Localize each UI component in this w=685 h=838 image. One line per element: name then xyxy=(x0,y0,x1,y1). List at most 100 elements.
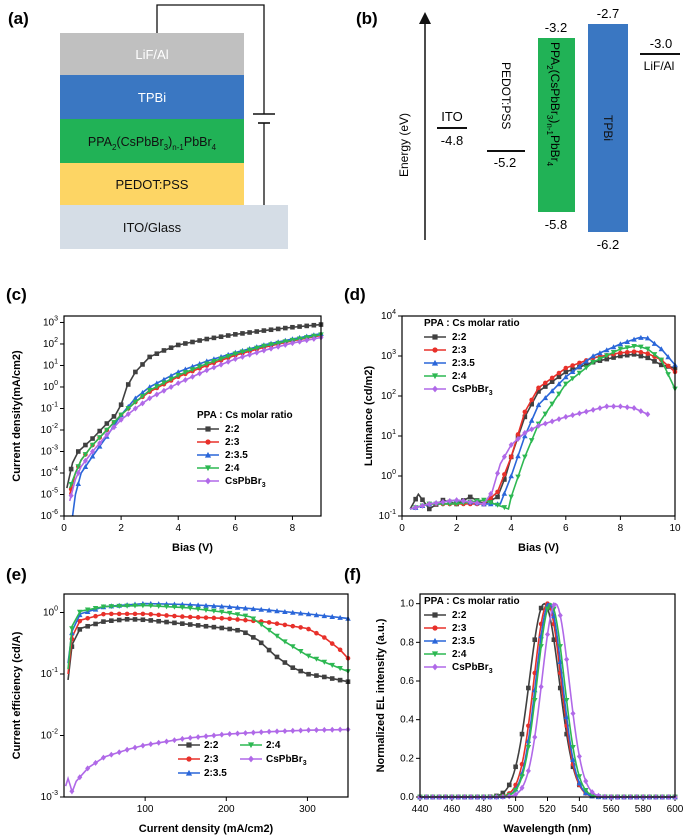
data-point xyxy=(282,639,288,645)
panel-d-label: (d) xyxy=(344,285,366,304)
data-point xyxy=(240,331,245,336)
data-point xyxy=(624,404,630,411)
data-point xyxy=(219,615,225,621)
legend-marker xyxy=(432,612,438,618)
data-point xyxy=(638,408,644,415)
y-tick-label: 100 xyxy=(381,469,396,482)
data-point xyxy=(179,605,186,611)
data-point xyxy=(116,749,122,756)
data-point xyxy=(180,621,185,626)
data-point xyxy=(132,611,138,617)
panel-c-label: (c) xyxy=(6,285,27,304)
data-point xyxy=(104,427,110,433)
legend-label: 2:4 xyxy=(452,371,467,382)
data-point xyxy=(631,336,637,342)
data-point xyxy=(124,603,130,609)
x-tick-label: 8 xyxy=(290,523,296,534)
data-point xyxy=(576,774,583,780)
data-point xyxy=(161,387,167,394)
data-point xyxy=(227,731,233,737)
legend-label: CsPbBr3 xyxy=(225,476,266,489)
data-point xyxy=(75,470,81,476)
y-tick-label: 10-3 xyxy=(41,444,58,457)
data-point xyxy=(322,635,327,640)
data-point xyxy=(139,389,146,395)
data-point xyxy=(68,466,74,472)
legend-label: 2:2 xyxy=(452,610,467,621)
legend-title: PPA : Cs molar ratio xyxy=(424,318,520,329)
legend-item-2-2: 2:2 xyxy=(178,740,219,751)
x-tick-label: 560 xyxy=(603,804,620,815)
data-point xyxy=(261,343,267,349)
data-point xyxy=(182,370,189,376)
data-point xyxy=(467,494,473,500)
data-point xyxy=(419,502,426,509)
data-point xyxy=(549,388,555,394)
data-point xyxy=(529,401,534,407)
data-point xyxy=(481,500,487,507)
data-point xyxy=(289,340,295,347)
legend-label: CsPbBr3 xyxy=(452,384,493,397)
y-axis-label: Current density(mA/cm2) xyxy=(11,350,23,482)
legend-item-2-4: 2:4 xyxy=(240,740,281,751)
data-point xyxy=(77,774,83,781)
legend-item-2-3: 2:3 xyxy=(178,754,219,765)
data-point xyxy=(69,626,75,632)
data-point xyxy=(590,359,596,365)
data-point xyxy=(234,604,241,610)
ppa-box xyxy=(538,38,575,212)
data-point xyxy=(304,337,310,344)
data-point xyxy=(97,428,102,434)
data-point xyxy=(195,615,201,620)
data-point xyxy=(258,640,264,646)
data-point xyxy=(132,744,138,751)
data-point xyxy=(77,618,83,624)
data-point xyxy=(266,647,272,653)
data-point xyxy=(282,608,288,615)
x-tick-label: 6 xyxy=(563,523,569,534)
y-tick-label: 0.6 xyxy=(400,676,414,687)
series-2-3 xyxy=(409,349,678,510)
legend-title: PPA : Cs molar ratio xyxy=(424,596,520,607)
data-point xyxy=(528,417,535,423)
series-2-2 xyxy=(409,352,678,512)
data-point xyxy=(211,335,217,341)
legend-marker xyxy=(432,625,438,631)
data-point xyxy=(544,606,551,612)
tpbi-box xyxy=(588,24,628,232)
data-point xyxy=(218,361,224,368)
data-point xyxy=(658,346,665,352)
x-tick-label: 4 xyxy=(508,523,514,534)
legend-item-2-4: 2:4 xyxy=(424,649,467,660)
data-point xyxy=(536,385,541,391)
y-tick-label: 103 xyxy=(381,349,396,362)
data-point xyxy=(203,733,209,740)
legend-item-2-3: 2:3 xyxy=(424,623,467,634)
data-point xyxy=(542,395,549,401)
data-point xyxy=(528,438,535,444)
data-point xyxy=(104,421,110,426)
data-point xyxy=(239,349,246,355)
x-axis-label: Bias (V) xyxy=(172,542,213,554)
legend-item-2-2: 2:2 xyxy=(197,424,240,435)
panel-e-label: (e) xyxy=(6,565,27,584)
data-point xyxy=(124,611,130,617)
data-point xyxy=(501,505,508,511)
data-point xyxy=(227,616,232,622)
data-point xyxy=(556,374,562,380)
data-point xyxy=(557,685,563,691)
pedot-name: PEDOT:PSS xyxy=(499,62,513,129)
data-point xyxy=(297,649,304,655)
data-point xyxy=(617,341,624,347)
legend-label: CsPbBr3 xyxy=(452,662,493,675)
data-point xyxy=(85,615,90,621)
data-point xyxy=(282,339,289,345)
panel-a: (a) LiF/Al TPBi PPA2(CsPbBr3)n-1PbBr4 PE… xyxy=(8,4,288,249)
data-point xyxy=(305,611,312,617)
data-point xyxy=(569,368,576,374)
data-point xyxy=(195,623,201,628)
data-point xyxy=(254,329,260,334)
data-point xyxy=(132,405,138,412)
data-point xyxy=(197,338,202,343)
data-point xyxy=(329,726,335,733)
